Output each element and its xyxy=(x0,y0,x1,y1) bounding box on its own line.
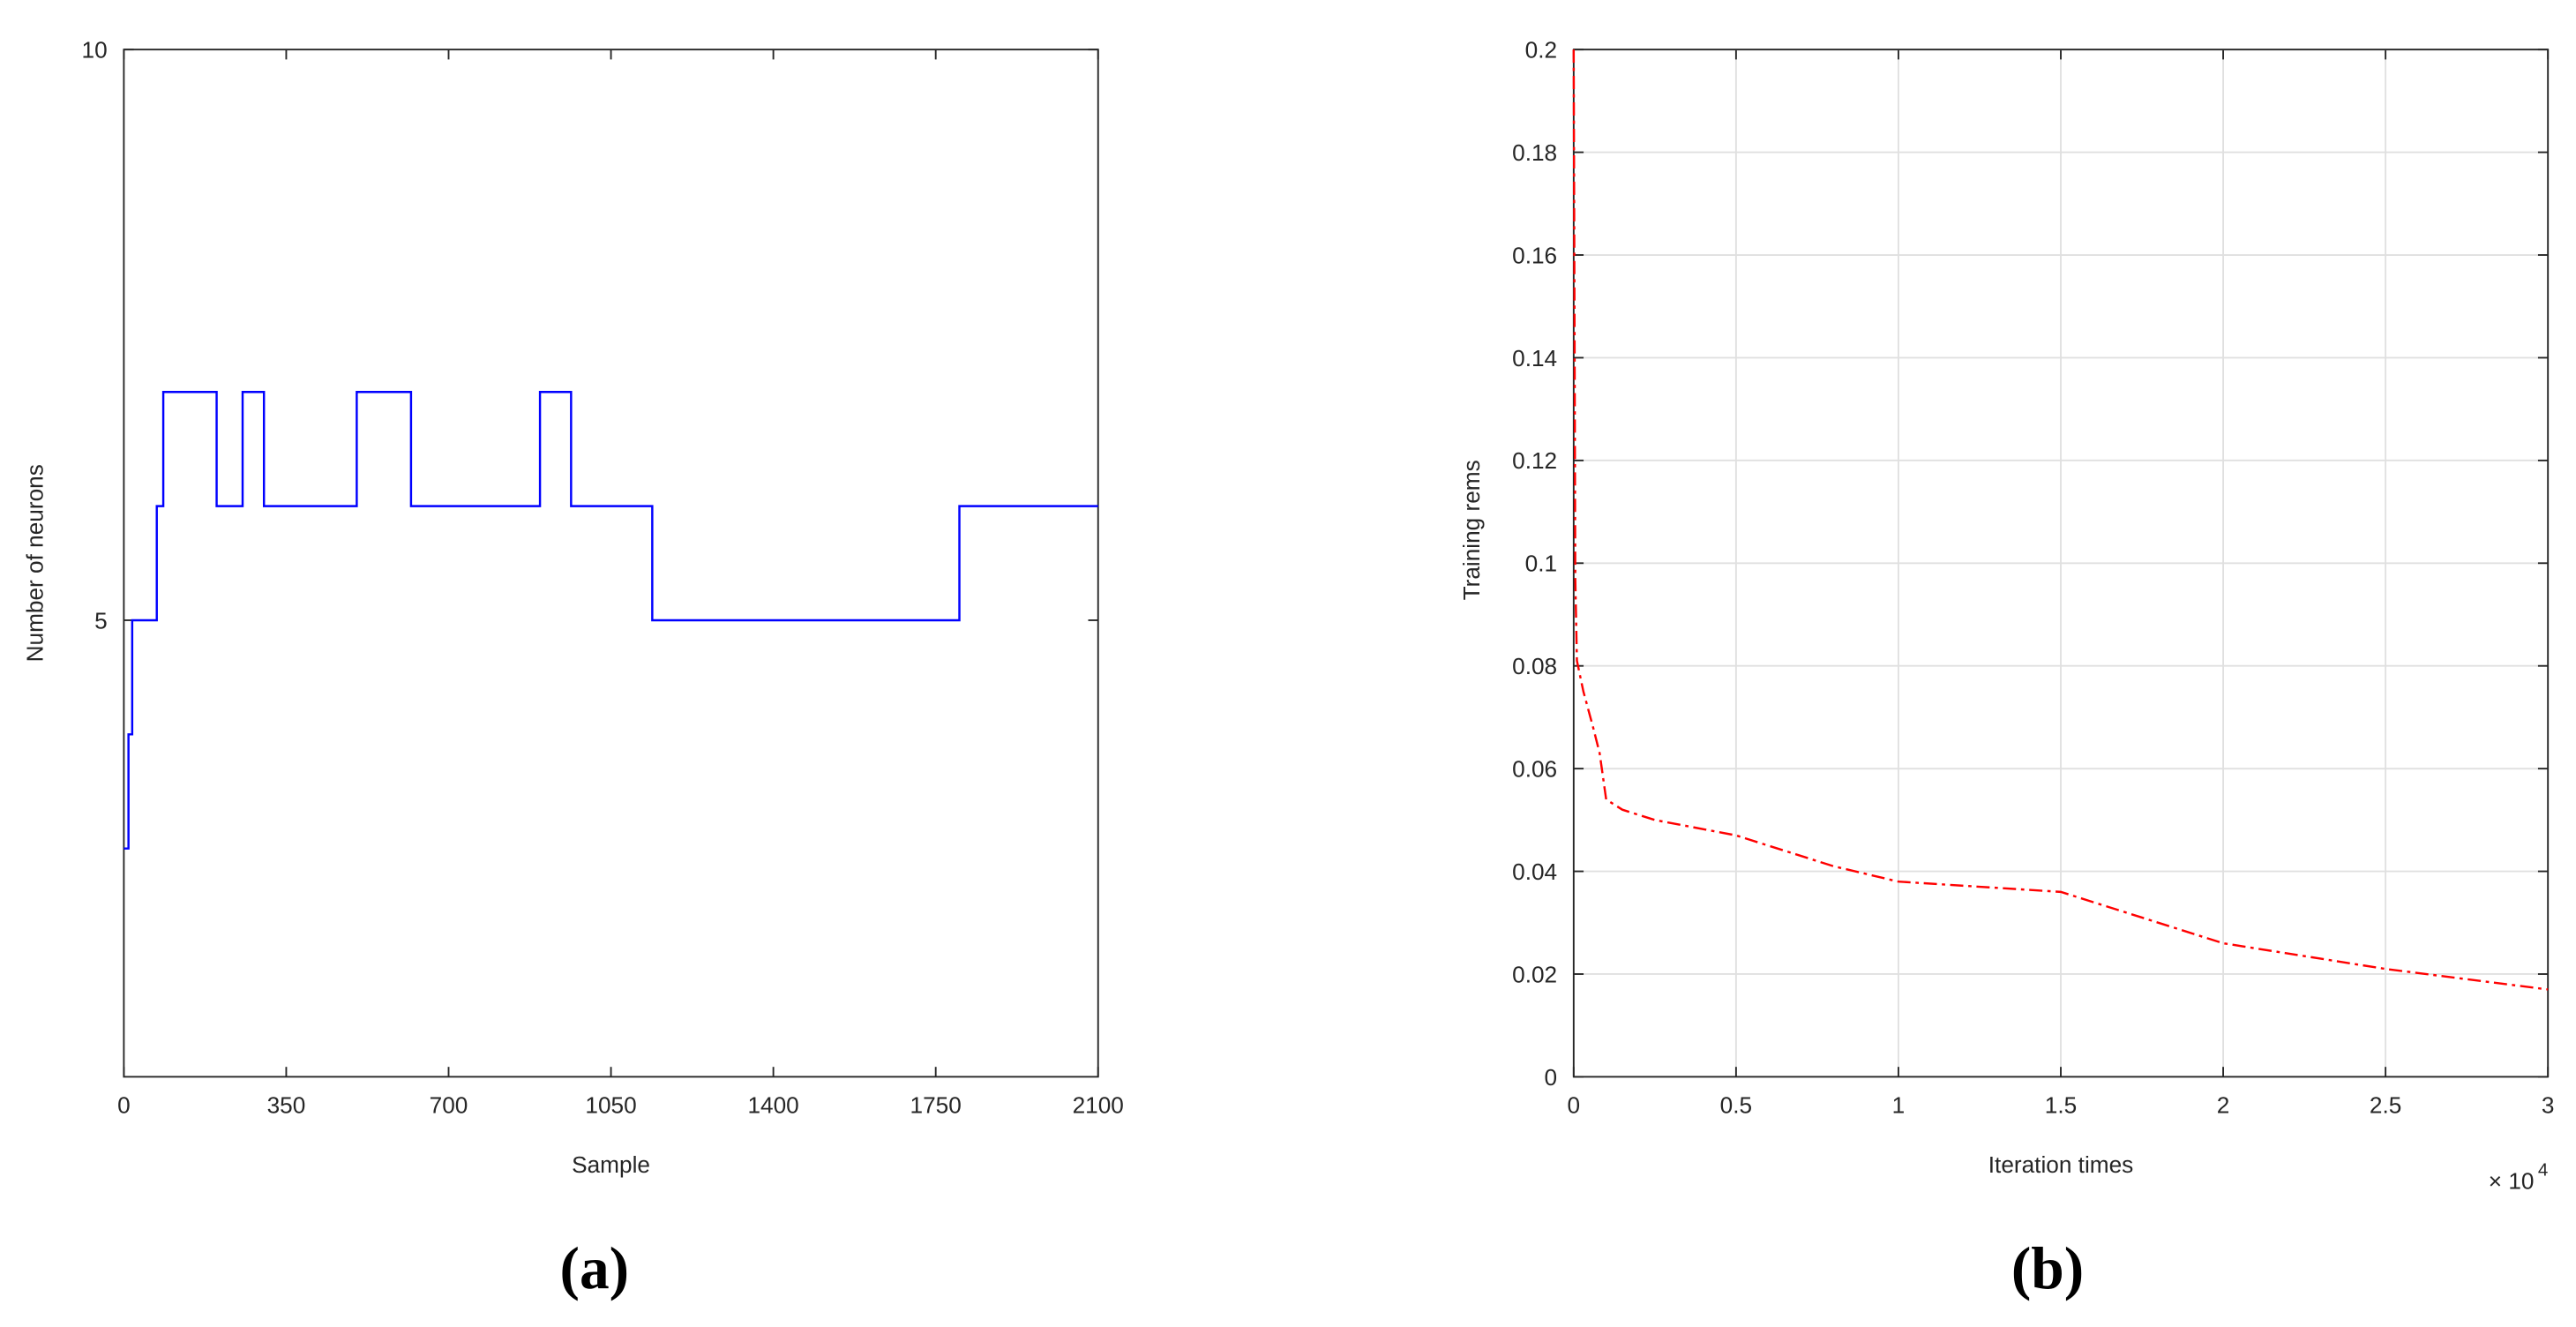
y-tick-label: 0.16 xyxy=(1512,242,1557,268)
x-axis-label: Sample xyxy=(572,1151,650,1178)
y-tick-label: 0.18 xyxy=(1512,139,1557,166)
x-tick-label: 700 xyxy=(430,1092,468,1119)
x-axis-label: Iteration times xyxy=(1988,1151,2133,1178)
x-scale-exponent: 4 xyxy=(2538,1160,2548,1181)
y-tick-label: 0.14 xyxy=(1512,345,1557,371)
x-tick-label: 2.5 xyxy=(2370,1092,2401,1119)
axes-box xyxy=(123,49,1099,1078)
x-tick-label: 1.5 xyxy=(2045,1092,2077,1119)
panel-label: (b) xyxy=(2011,1235,2084,1301)
panel-label: (a) xyxy=(560,1235,630,1301)
x-tick-label: 1 xyxy=(1892,1092,1906,1119)
x-tick-label: 0 xyxy=(117,1092,131,1119)
x-tick-label: 0 xyxy=(1568,1092,1581,1119)
axes-box xyxy=(1572,49,2550,1078)
x-tick-label: 2100 xyxy=(1073,1092,1124,1119)
y-tick-label: 0.08 xyxy=(1512,653,1557,679)
y-tick-label: 0.06 xyxy=(1512,755,1557,782)
y-tick-label: 0 xyxy=(1545,1064,1558,1091)
y-axis-label: Training rems xyxy=(1458,460,1485,600)
x-tick-label: 3 xyxy=(2542,1092,2555,1119)
x-tick-label: 2 xyxy=(2217,1092,2230,1119)
data-line xyxy=(124,391,1098,850)
y-axis-label: Number of neurons xyxy=(22,464,49,662)
x-tick-label: 0.5 xyxy=(1720,1092,1752,1119)
x-tick-label: 1750 xyxy=(910,1092,962,1119)
y-tick-label: 0.2 xyxy=(1525,37,1557,64)
x-tick-label: 1050 xyxy=(585,1092,636,1119)
y-tick-label: 5 xyxy=(94,607,108,634)
y-tick-label: 0.04 xyxy=(1512,858,1557,885)
x-tick-label: 350 xyxy=(267,1092,306,1119)
data-line xyxy=(1572,49,2549,991)
y-tick-label: 0.1 xyxy=(1525,551,1557,577)
x-tick-label: 1400 xyxy=(747,1092,798,1119)
x-scale-label: × 10 xyxy=(2489,1168,2535,1195)
plot-area xyxy=(124,49,1098,1077)
y-tick-label: 0.12 xyxy=(1512,447,1557,474)
y-tick-label: 0.02 xyxy=(1512,961,1557,987)
y-tick-label: 10 xyxy=(82,37,108,64)
